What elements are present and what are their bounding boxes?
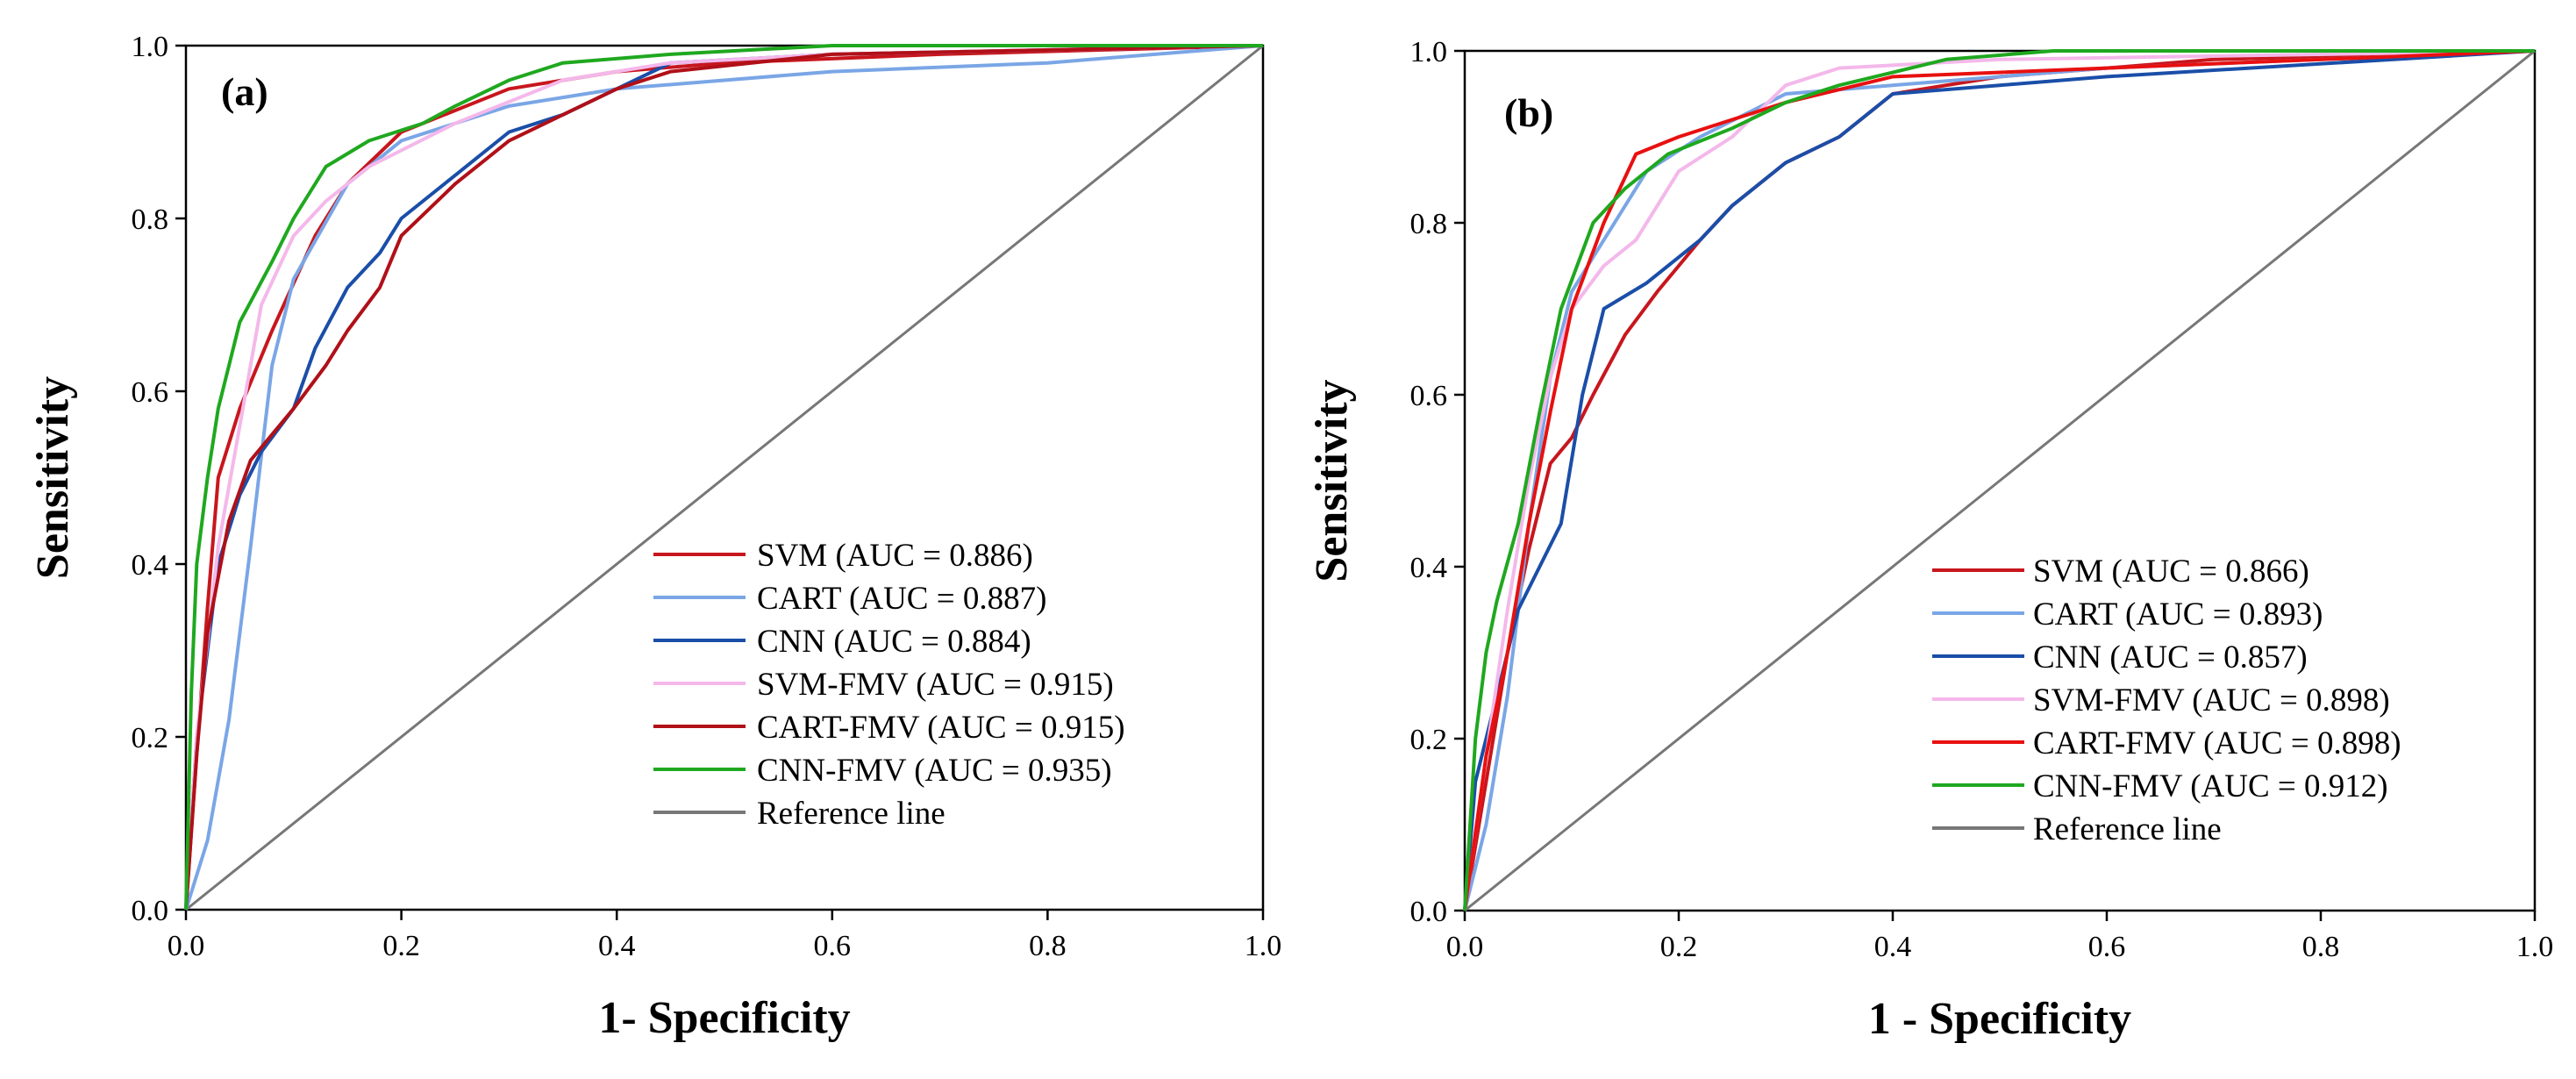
panel-b-x-tick-label: 0.2 [1660,931,1698,963]
panel-b-x-tick-label: 0.4 [1874,931,1912,963]
panel-a-series-line-4 [184,44,1264,911]
panel-b-x-tick-label: 0.8 [2302,931,2340,963]
panel-a-legend-label-0: SVM (AUC = 0.886) [757,538,1033,574]
panel-a-x-tick-label: 1.0 [1245,930,1282,962]
panel-b-y-tick-label: 0.6 [1410,380,1448,412]
panel-b-legend-label-6: Reference line [2033,811,2222,847]
panel-a-series-line-3 [184,44,1264,911]
panel-b-y-tick-label: 1.0 [1410,36,1448,68]
panel-b-x-axis-title: 1 - Specificity [1868,994,2131,1044]
panel-b-y-axis-title: Sensitivity [1307,379,1357,582]
panel-b-legend-label-5: CNN-FMV (AUC = 0.912) [2033,768,2388,804]
panel-a-y-tick-label: 1.0 [132,31,169,63]
panel-a-y-tick-label: 0.0 [132,895,169,927]
panel-a-label: (a) [221,69,268,114]
panel-b-label: (b) [1504,90,1553,135]
panel-b-legend-label-4: CART-FMV (AUC = 0.898) [2033,725,2401,761]
panel-b-x-tick-label: 0.0 [1446,931,1484,963]
panel-b-series-line-1 [1463,49,2536,911]
panel-a-y-tick-label: 0.4 [132,549,169,582]
panel-a-x-tick-label: 0.8 [1029,930,1067,962]
panel-b-series-line-3 [1463,49,2536,911]
panel-a: 0.0 0.2 0.4 0.6 0.8 1.0 0.0 0.2 0.4 0.6 0.8 1.0 SVM … [28,31,1281,1043]
panel-a-legend-label-4: CART-FMV (AUC = 0.915) [757,710,1125,746]
panel-a-y-tick-label: 0.8 [132,204,169,236]
panel-b-plot-frame [1463,49,2537,912]
panel-a-legend-label-3: SVM-FMV (AUC = 0.915) [757,667,1114,703]
panel-a-y-tick-label: 0.6 [132,376,169,409]
panel-b-y-tick-label: 0.0 [1410,896,1448,928]
panel-b-y-tick-label: 0.4 [1410,552,1448,584]
panel-a-legend-label-5: CNN-FMV (AUC = 0.935) [757,753,1112,789]
panel-a-series-line-5 [184,44,1263,911]
panel-a-x-axis-title: 1- Specificity [598,993,850,1043]
panel-b-series-line-6 [1464,49,2536,912]
panel-b-y-tick-label: 0.2 [1410,724,1448,756]
panel-a-x-tick-label: 0.2 [382,930,420,962]
panel-a-series-line-6 [185,44,1264,911]
panel-b-x-tick-label: 0.6 [2088,931,2126,963]
panel-b-legend-label-2: CNN (AUC = 0.857) [2033,640,2308,675]
panel-a-legend-label-1: CART (AUC = 0.887) [757,581,1046,617]
panel-b-legend-label-0: SVM (AUC = 0.866) [2033,554,2309,590]
panel-a-y-tick-label: 0.2 [132,722,169,754]
panel-a-x-tick-label: 0.0 [168,930,205,962]
panel-b-legend-label-1: CART (AUC = 0.893) [2033,597,2323,632]
panel-a-plot-frame [184,44,1265,911]
panel-b: 0.0 0.2 0.4 0.6 0.8 1.0 0.0 0.2 0.4 0.6 0.8 1.0 SVM … [1307,36,2553,1044]
panel-b-legend-label-3: SVM-FMV (AUC = 0.898) [2033,682,2390,718]
panel-b-series-line-4 [1463,49,2536,911]
panel-b-y-tick-label: 0.8 [1410,208,1448,240]
panel-a-legend-label-2: CNN (AUC = 0.884) [757,624,1031,660]
panel-a-x-tick-label: 0.4 [598,930,636,962]
panel-a-y-axis-title: Sensitivity [28,376,78,579]
panel-b-series-line-5 [1463,49,2535,911]
panel-b-x-tick-label: 1.0 [2516,931,2554,963]
panel-a-x-tick-label: 0.6 [814,930,852,962]
panel-a-legend-label-6: Reference line [757,796,945,832]
